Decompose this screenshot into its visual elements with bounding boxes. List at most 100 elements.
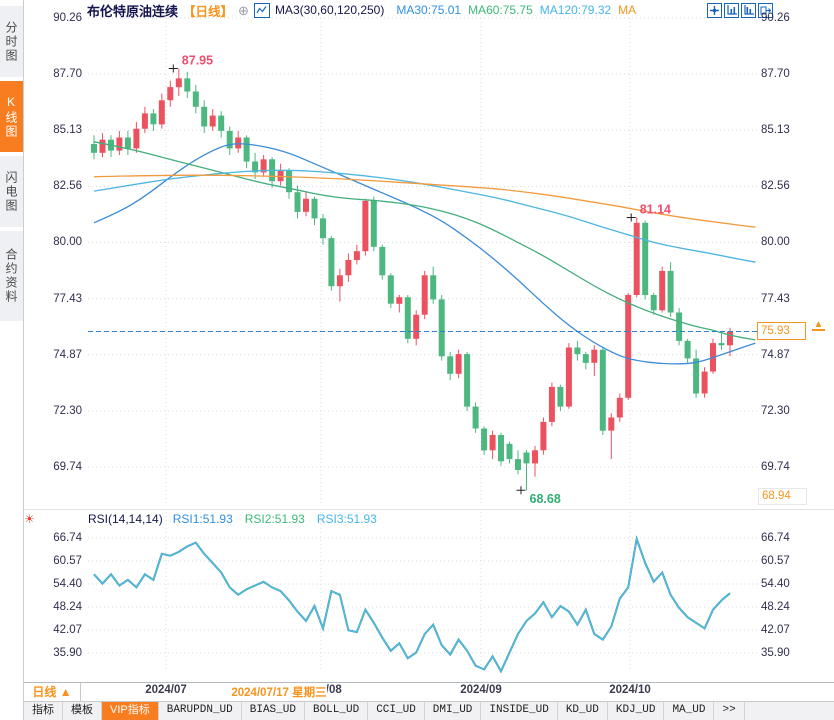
ma-value-label: MA120:79.32: [539, 3, 612, 17]
axis-scale-right-icon[interactable]: [741, 3, 756, 18]
indicator-tab[interactable]: VIP指标: [102, 702, 159, 720]
export-icon[interactable]: [758, 3, 773, 18]
indicator-tab[interactable]: KDJ_UD: [608, 702, 665, 720]
indicator-tab[interactable]: BARUPDN_UD: [159, 702, 242, 720]
indicator-tab[interactable]: CCI_UD: [368, 702, 425, 720]
candle: [481, 426, 488, 455]
candle: [693, 349, 700, 398]
period-tag: 【日线】: [183, 4, 234, 19]
candle: [370, 196, 377, 252]
ma-value-label: MA: [618, 3, 637, 17]
candle: [362, 198, 369, 256]
candle: [599, 347, 606, 435]
ma-value-label: MA30:75.01: [396, 3, 462, 17]
indicator-tab[interactable]: KD_UD: [558, 702, 608, 720]
candle: [175, 68, 182, 96]
candle: [464, 351, 471, 411]
chart-type-icon[interactable]: [253, 2, 270, 18]
axis-tick-label: 60.57: [53, 555, 82, 567]
axis-tick-label: 72.30: [761, 405, 790, 417]
indicator-tab[interactable]: MA_UD: [664, 702, 715, 720]
month-label: 2024/10: [609, 684, 651, 696]
sidebar-item-tab[interactable]: 合约资料: [0, 231, 23, 321]
axis-scale-left-icon[interactable]: [724, 3, 739, 18]
candle: [353, 244, 360, 265]
candle: [404, 295, 411, 344]
candle: [506, 441, 513, 464]
rsi-settings-icon[interactable]: ☀: [24, 512, 35, 526]
grid-layer: [24, 17, 834, 672]
axis-tick-label: 87.70: [761, 68, 790, 80]
ma-line-MA30: [93, 143, 756, 365]
candle: [133, 122, 140, 153]
candle: [455, 349, 462, 379]
candle: [108, 135, 114, 158]
period-selector-button[interactable]: 日线 ▲: [24, 683, 81, 702]
axis-tick-label: 85.13: [761, 124, 790, 136]
extreme-cross-icon: [168, 64, 178, 73]
axis-tick-label: 77.43: [53, 293, 82, 305]
last-price-tag: 75.93: [757, 322, 806, 340]
rsi-header: RSI(14,14,14) RSI1:51.93 RSI2:51.93 RSI3:5…: [88, 511, 389, 527]
left-sidebar: 分时图 K线图闪电图合约资料: [0, 0, 24, 720]
candle: [387, 273, 394, 309]
ma-line-MA60: [93, 141, 756, 341]
candle: [582, 351, 589, 370]
rsi-value-label: RSI2:51.93: [244, 512, 305, 526]
annotations-layer: 87.95 81.14 68.68: [168, 54, 671, 506]
candle: [625, 292, 632, 400]
sidebar-item-tab[interactable]: 闪电图: [0, 156, 23, 227]
axis-tick-label: 72.30: [53, 405, 82, 417]
indicator-tab[interactable]: 指标: [24, 702, 63, 720]
axis-tick-label: 42.07: [53, 624, 82, 636]
candle: [532, 446, 538, 477]
axis-tick-label: 54.40: [761, 578, 790, 590]
rsi-value-label: RSI3:51.93: [316, 512, 377, 526]
candle: [311, 196, 318, 225]
axis-tick-label: 35.90: [761, 647, 790, 659]
extreme-price-label: 81.14: [640, 203, 671, 217]
candle: [99, 133, 106, 158]
candle: [116, 130, 123, 155]
candle: [667, 262, 674, 317]
candle: [548, 382, 555, 427]
candle: [252, 152, 259, 179]
candle: [718, 332, 725, 350]
candle: [141, 106, 148, 134]
indicator-tab[interactable]: BOLL_UD: [305, 702, 369, 720]
indicator-tab[interactable]: INSIDE_UD: [481, 702, 558, 720]
candle: [277, 163, 284, 186]
candle: [396, 295, 403, 313]
ma-legend: MA30:75.01 MA60:75.75 MA120:79.32 MA: [389, 3, 636, 17]
add-indicator-icon[interactable]: ⊕: [238, 2, 249, 18]
indicator-tab[interactable]: DMI_UD: [425, 702, 482, 720]
indicator-tab[interactable]: 模板: [63, 702, 102, 720]
candle: [591, 345, 598, 376]
candle: [413, 310, 420, 346]
extreme-cross-icon: [626, 213, 636, 222]
sidebar-item-tab[interactable]: 分时图: [0, 6, 23, 77]
rsi-value-label: RSI1:51.93: [172, 512, 233, 526]
axis-tick-label: 77.43: [761, 293, 790, 305]
sidebar-item-active[interactable]: K线图: [0, 81, 23, 152]
candle: [498, 432, 504, 466]
axis-tick-label: 74.87: [53, 349, 82, 361]
candle: [421, 270, 428, 320]
axis-tick-label: 69.74: [53, 461, 82, 473]
rsi-line-1: [93, 534, 731, 674]
axis-tick-label: 90.26: [761, 12, 790, 24]
rsi-line-3: [93, 536, 731, 673]
instrument-title: 布伦特原油连续: [87, 3, 179, 19]
candle: [574, 340, 581, 361]
candle: [192, 85, 199, 114]
candle: [243, 135, 250, 169]
candle: [320, 214, 326, 245]
pan-icon[interactable]: [707, 3, 722, 18]
axis-tick-label: 48.24: [761, 601, 790, 613]
more-tabs-button[interactable]: >>: [714, 702, 745, 720]
extreme-price-label: 87.95: [182, 54, 213, 68]
candle: [438, 295, 445, 361]
candle: [158, 93, 165, 129]
indicator-tab[interactable]: BIAS_UD: [242, 702, 305, 720]
crosshair-date-label: 2024/07/17 星期三: [231, 684, 327, 700]
